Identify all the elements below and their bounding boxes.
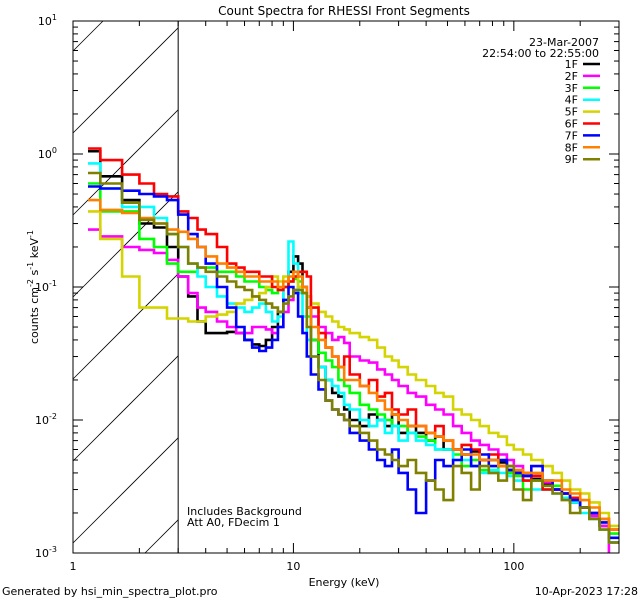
y-axis-label-exponent: -1 bbox=[26, 262, 35, 270]
series-2F bbox=[88, 228, 611, 553]
y-tick-label: 100 bbox=[38, 146, 57, 161]
y-axis-label-part: keV bbox=[28, 238, 41, 262]
y-axis-label-exponent: -2 bbox=[26, 279, 35, 287]
hatch-line bbox=[72, 20, 104, 52]
excluded-energy-hatch bbox=[72, 20, 179, 554]
y-tick-label: 10-2 bbox=[35, 412, 57, 427]
y-axis-label-part: s bbox=[28, 269, 41, 278]
legend-label: 1F bbox=[565, 58, 578, 71]
series-1F bbox=[88, 149, 619, 544]
time-range-label: 22:54:00 to 22:55:00 bbox=[482, 47, 599, 60]
legend-label: 2F bbox=[565, 70, 578, 83]
y-tick-label: 10-1 bbox=[35, 279, 57, 294]
hatch-line bbox=[72, 273, 179, 380]
series-4F bbox=[88, 162, 619, 544]
legend-label: 3F bbox=[565, 82, 578, 95]
legend-label: 9F bbox=[565, 153, 578, 166]
axis-tick-labels: 1 10 100 101 100 10-1 10-2 10-3 bbox=[35, 13, 524, 573]
annotation-background: Includes Background bbox=[187, 505, 302, 518]
x-tick-label: 10 bbox=[286, 560, 300, 573]
hatch-line bbox=[72, 355, 179, 462]
hatch-line bbox=[72, 191, 179, 298]
series-group bbox=[88, 147, 619, 553]
series-5F bbox=[88, 210, 619, 528]
hatch-line bbox=[72, 109, 179, 216]
footer-generated-by: Generated by hsi_min_spectra_plot.pro bbox=[2, 585, 218, 598]
series-9F bbox=[88, 171, 619, 544]
legend-label: 7F bbox=[565, 129, 578, 142]
annotation-attenuator: Att A0, FDecim 1 bbox=[187, 516, 280, 529]
axis-ticks bbox=[72, 21, 620, 554]
hatch-line bbox=[72, 27, 179, 134]
x-axis-label: Energy (keV) bbox=[309, 576, 380, 589]
series-8F bbox=[88, 198, 619, 531]
chart-title: Count Spectra for RHESSI Front Segments bbox=[218, 4, 470, 18]
legend-label: 5F bbox=[565, 106, 578, 119]
y-tick-label: 10-3 bbox=[35, 545, 57, 560]
y-axis-label-exponent: -1 bbox=[26, 230, 35, 238]
legend-label: 4F bbox=[565, 94, 578, 107]
hatch-line bbox=[144, 519, 179, 554]
y-tick-label: 101 bbox=[38, 13, 57, 28]
legend-label: 8F bbox=[565, 141, 578, 154]
x-tick-label: 100 bbox=[503, 560, 524, 573]
y-axis-label-part: counts cm bbox=[28, 287, 41, 344]
legend-label: 6F bbox=[565, 118, 578, 131]
x-tick-label: 1 bbox=[70, 560, 77, 573]
footer-timestamp: 10-Apr-2023 17:28 bbox=[535, 585, 638, 598]
y-axis-label: counts cm-2 s-1 keV-1 bbox=[26, 230, 41, 344]
date-label: 23-Mar-2007 bbox=[529, 36, 599, 49]
hatch-line bbox=[72, 437, 179, 544]
